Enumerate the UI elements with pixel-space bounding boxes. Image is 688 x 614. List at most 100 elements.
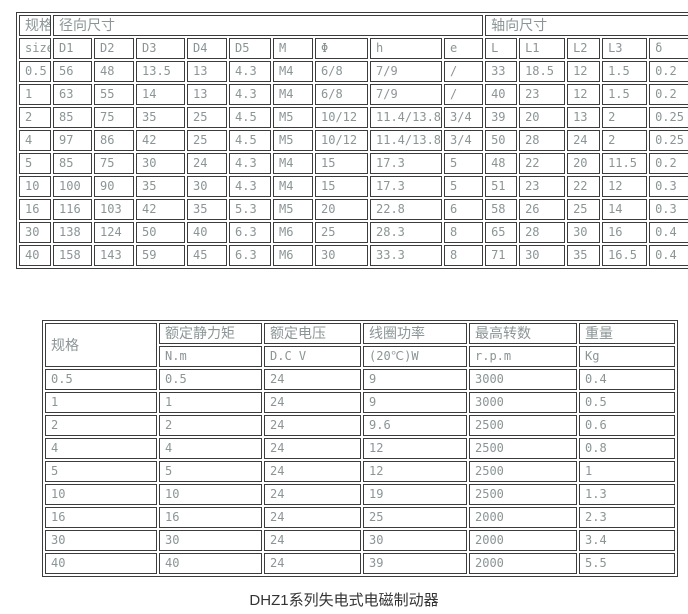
table-cell: 10: [19, 176, 51, 197]
table-cell: 0.5: [19, 61, 51, 82]
table-cell: 24: [264, 553, 361, 574]
table-cell: 16: [602, 222, 648, 243]
table-cell: 25: [187, 130, 227, 151]
table-cell: 26: [519, 199, 566, 220]
table-cell: 45: [187, 245, 227, 266]
col-header-l1: L1: [519, 38, 566, 59]
table-cell: 103: [94, 199, 134, 220]
table-cell: 16: [159, 507, 262, 528]
col-header-coil-power: 线圈功率: [363, 323, 467, 344]
table-cell: 11.4/13.8: [370, 107, 442, 128]
table-cell: 0.5: [45, 369, 157, 390]
table-cell: 3/4: [444, 107, 484, 128]
spec-table-body: 0.5 0.5 24 9 3000 0.4 1 1 24 9 3000 0.5 2 2 24 9.6 2500 0…: [45, 369, 675, 574]
table-cell: 5: [19, 153, 51, 174]
table-cell: 12: [363, 461, 467, 482]
table-row: 30 30 24 30 2000 3.4: [45, 530, 675, 551]
table-cell: 1.5: [602, 61, 648, 82]
table-row: 16 16 24 25 2000 2.3: [45, 507, 675, 528]
caption: DHZ1系列失电式电磁制动器: [249, 592, 439, 609]
table-cell: 1: [45, 392, 157, 413]
col-header-h: h: [370, 38, 442, 59]
table-cell: 4.3: [229, 153, 271, 174]
table-cell: 5.3: [229, 199, 271, 220]
table-cell: 25: [315, 222, 368, 243]
col-header-d3: D3: [136, 38, 185, 59]
table-cell: 9: [363, 369, 467, 390]
table-cell: 0.4: [649, 245, 688, 266]
table-cell: 16: [19, 199, 51, 220]
dimensions-table-body: 0.5 56 48 13.5 13 4.3 M4 6/8 7/9/33 18.5 12 1.5 0.2 1…: [19, 61, 688, 266]
col-header-torque: 额定静力矩: [159, 323, 262, 344]
table-cell: 4.5: [229, 130, 271, 151]
table-cell: 1: [579, 461, 675, 482]
table-cell: 86: [94, 130, 134, 151]
table-cell: M5: [273, 130, 313, 151]
unit-voltage: D.C V: [264, 346, 361, 367]
table-cell: 35: [136, 176, 185, 197]
table-cell: 0.25: [649, 107, 688, 128]
table-cell: 6: [444, 199, 484, 220]
table-cell: 30: [45, 530, 157, 551]
table-row: 0.5 56 48 13.5 13 4.3 M4 6/8 7/9/33 18.5 12 1.5 0.2: [19, 61, 688, 82]
table-cell: 48: [485, 153, 518, 174]
axial-group-header: 轴向尺寸: [485, 15, 688, 36]
table-row: 5 85 75 30 24 4.3 M4 15 17.3 5 48 22 20 11.5 0.2: [19, 153, 688, 174]
table-row: 1 1 24 9 3000 0.5: [45, 392, 675, 413]
table-cell: M4: [273, 176, 313, 197]
table-cell: 2: [19, 107, 51, 128]
table-cell: 24: [264, 484, 361, 505]
table-cell: 39: [363, 553, 467, 574]
unit-max-speed: r.p.m: [469, 346, 577, 367]
table-cell: 30: [519, 245, 566, 266]
col-header-delta: δ: [649, 38, 688, 59]
table-row: 40 40 24 39 2000 5.5: [45, 553, 675, 574]
table-cell: 10/12: [315, 130, 368, 151]
table-cell: 56: [53, 61, 92, 82]
table-cell: 40: [45, 553, 157, 574]
table-cell: 24: [264, 530, 361, 551]
dimensions-table-header: 规格 径向尺寸 轴向尺寸 size D1 D2 D3 D4 D5 M Φ h e…: [19, 15, 688, 59]
table-cell: 2500: [469, 461, 577, 482]
table-cell: 24: [264, 392, 361, 413]
table-cell: 33.3: [370, 245, 442, 266]
table-cell: 4: [45, 438, 157, 459]
table-cell: /: [444, 61, 484, 82]
col-header-l: L: [485, 38, 518, 59]
label-header-row: 规格 额定静力矩 额定电压 线圈功率 最高转数 重量: [45, 323, 675, 367]
table-cell: 23: [519, 84, 566, 105]
table-cell: M6: [273, 222, 313, 243]
table-cell: 13: [567, 107, 601, 128]
table-cell: 5.5: [579, 553, 675, 574]
table-row: 2 85 75 35 25 4.5 M5 10/12 11.4/13.8 3/4 39 20 13 2 0.…: [19, 107, 688, 128]
table-cell: 15: [315, 153, 368, 174]
table-cell: 12: [602, 176, 648, 197]
table-cell: 20: [567, 153, 601, 174]
table-cell: 19: [363, 484, 467, 505]
table-cell: 3000: [469, 392, 577, 413]
table-cell: 35: [136, 107, 185, 128]
spec-group-header: 规格: [19, 15, 51, 36]
table-row: 0.5 0.5 24 9 3000 0.4: [45, 369, 675, 390]
unit-weight: Kg: [579, 346, 675, 367]
col-header-d4: D4: [187, 38, 227, 59]
table-cell: 25: [363, 507, 467, 528]
table-cell: 30: [159, 530, 262, 551]
col-header-max-speed: 最高转数: [469, 323, 577, 344]
table-cell: 0.2: [649, 61, 688, 82]
unit-header-row: N.m D.C V (20℃)W r.p.m Kg: [45, 346, 675, 367]
unit-torque: N.m: [159, 346, 262, 367]
table-cell: 1: [19, 84, 51, 105]
table-cell: 2000: [469, 530, 577, 551]
table-cell: 97: [53, 130, 92, 151]
table-cell: 1.3: [579, 484, 675, 505]
col-header-m: M: [273, 38, 313, 59]
table-cell: 3.4: [579, 530, 675, 551]
table-cell: 2: [45, 415, 157, 436]
table-cell: 30: [315, 245, 368, 266]
table-cell: 100: [53, 176, 92, 197]
table-cell: 2: [602, 130, 648, 151]
table-cell: 20: [315, 199, 368, 220]
table-cell: 0.4: [649, 222, 688, 243]
table-cell: 11.5: [602, 153, 648, 174]
